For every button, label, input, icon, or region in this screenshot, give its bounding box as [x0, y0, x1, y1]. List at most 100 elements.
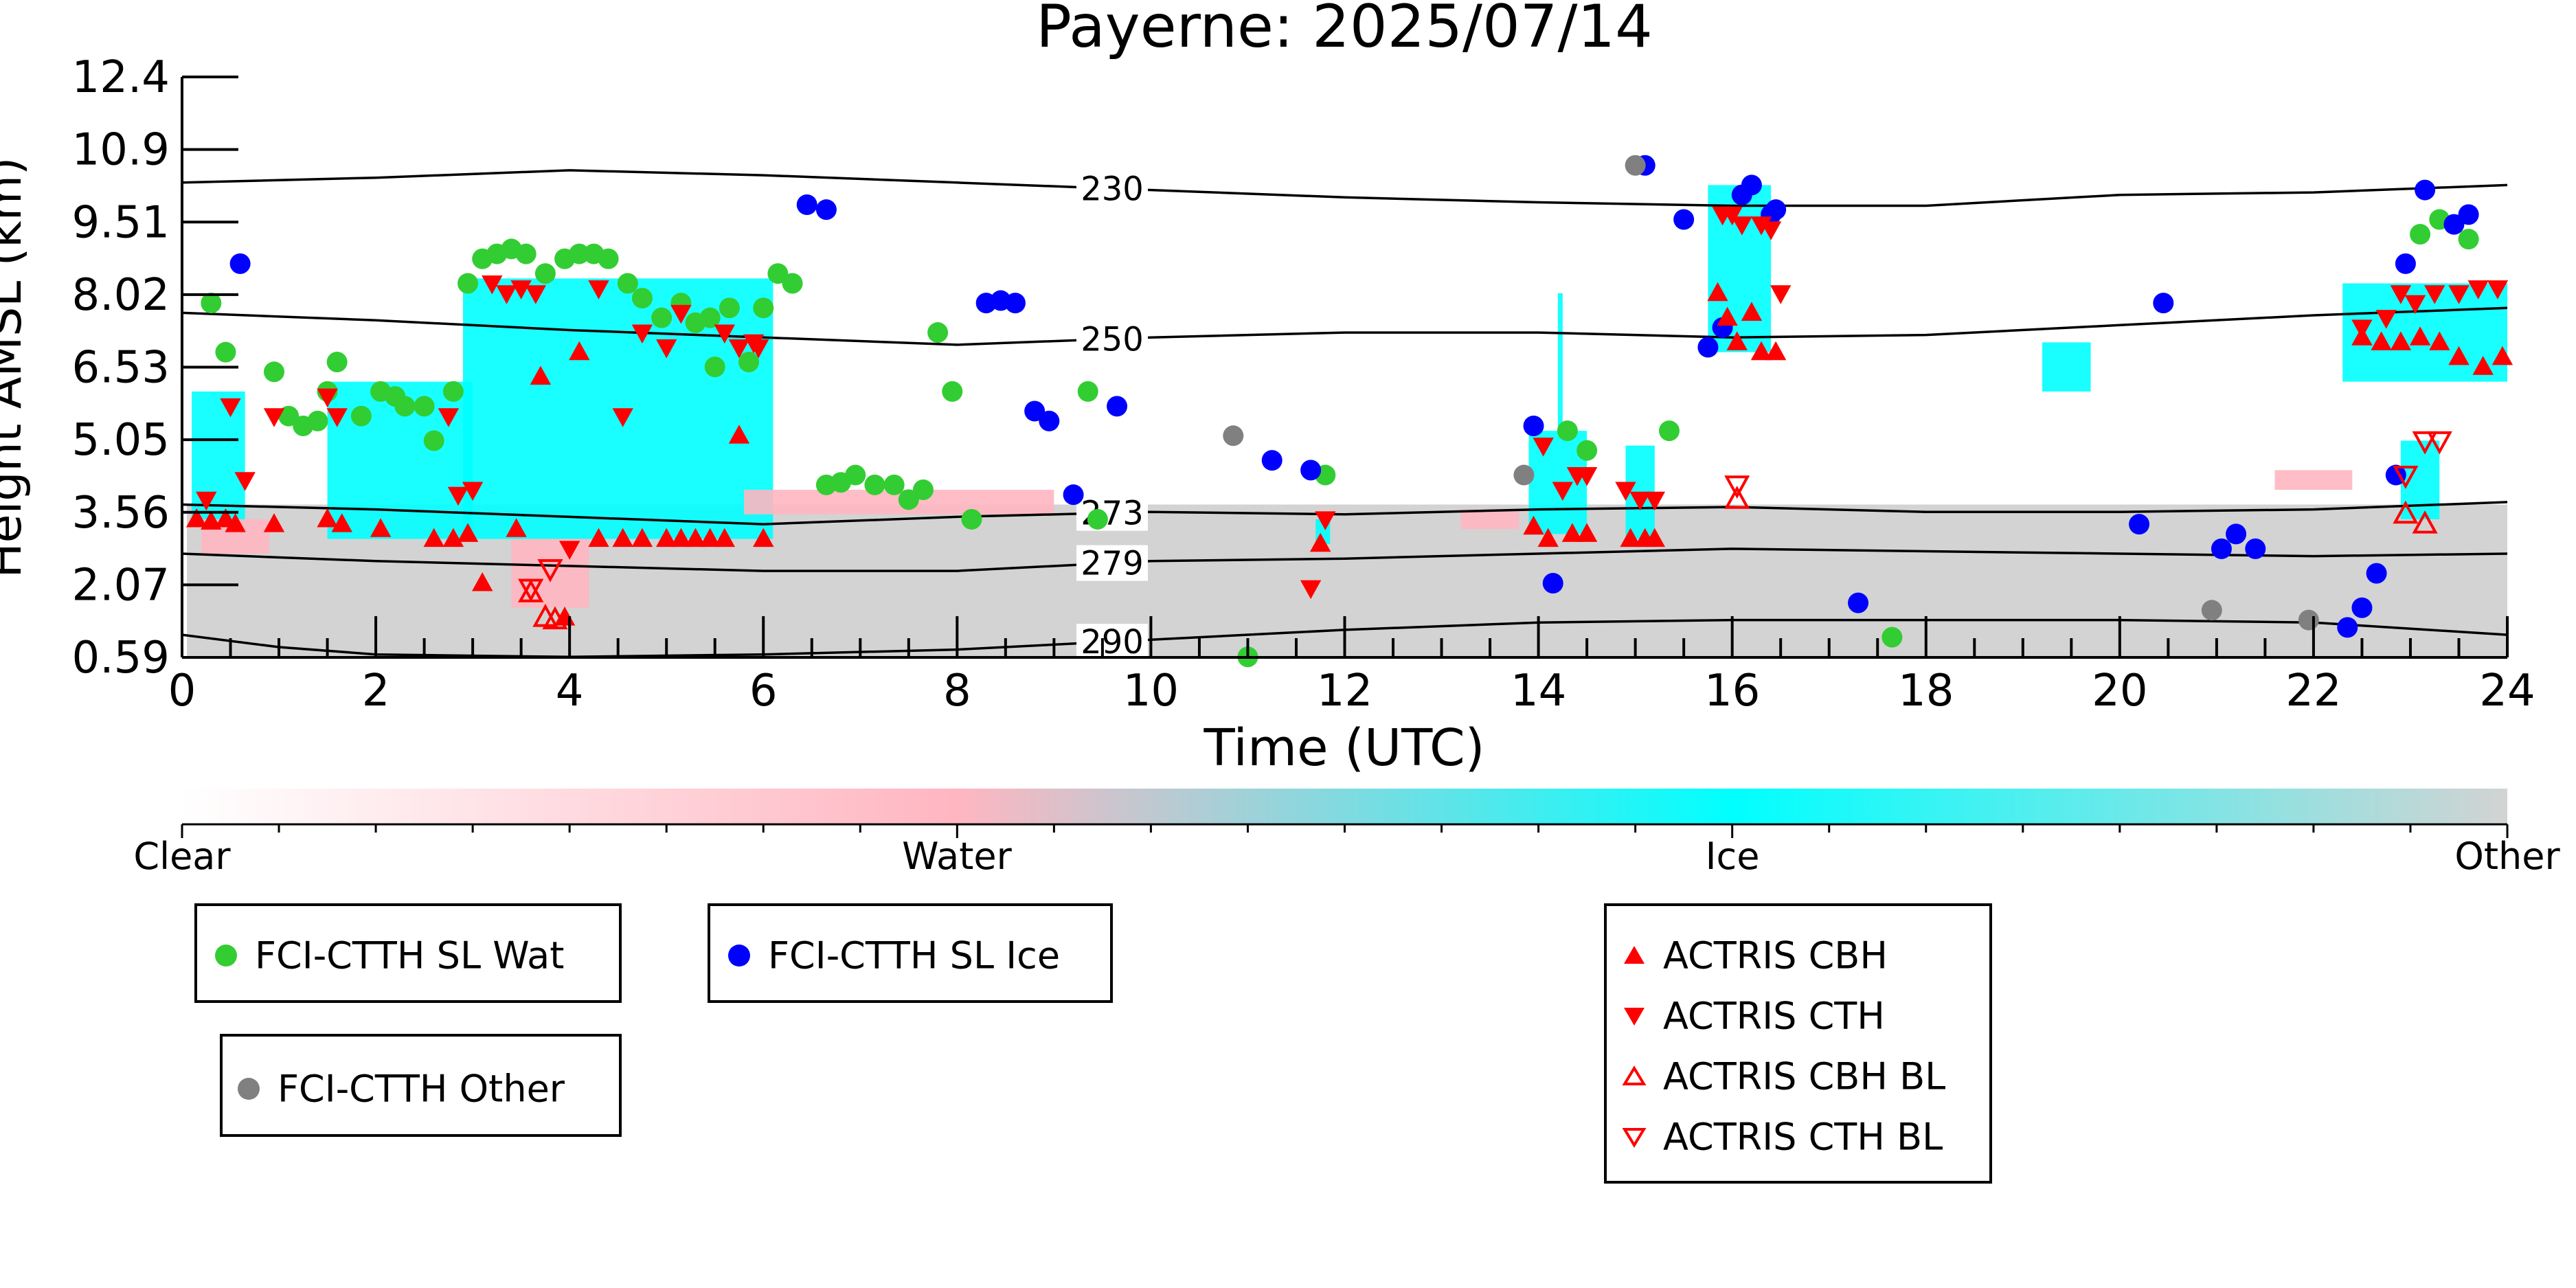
marker-actris-cth — [1533, 438, 1554, 457]
colorbar-label-ice: Ice — [1706, 835, 1760, 878]
marker-fci-ctth-sl-wat — [1557, 420, 1578, 442]
marker-fci-ctth-sl-wat — [883, 474, 905, 495]
isotherm-label-bg — [1076, 624, 1148, 657]
marker-actris-cbh — [656, 528, 677, 547]
marker-actris-cth — [525, 285, 546, 304]
x-tick-label: 20 — [2092, 666, 2147, 716]
marker-fci-ctth-sl-ice — [2366, 563, 2387, 584]
marker-fci-ctth-sl-ice — [796, 194, 817, 216]
marker-fci-ctth-sl-wat — [782, 273, 803, 294]
marker-fci-ctth-sl-wat — [738, 351, 760, 372]
open-triangle-up-icon — [1622, 1065, 1647, 1086]
marker-actris-cbh — [1537, 528, 1559, 547]
x-tick-label: 24 — [2479, 666, 2535, 716]
marker-fci-ctth-sl-ice — [2458, 204, 2479, 225]
classification-block-ice — [192, 391, 245, 519]
marker-actris-cth — [263, 408, 285, 427]
legend-item-actris-cth-bl: ACTRIS CTH BL — [1620, 1116, 1943, 1155]
marker-fci-ctth-sl-ice — [2153, 293, 2174, 314]
marker-actris-cbh — [1561, 523, 1583, 542]
y-tick-label: 8.02 — [72, 270, 170, 321]
marker-fci-ctth-sl-wat — [1077, 381, 1098, 402]
marker-actris-cbh — [263, 513, 285, 532]
x-axis-label: Time (UTC) — [1203, 719, 1484, 778]
marker-fci-ctth-sl-wat — [569, 243, 590, 264]
marker-fci-ctth-sl-ice — [1063, 484, 1084, 506]
marker-fci-ctth-sl-ice — [1107, 396, 1128, 417]
marker-actris-cth — [670, 304, 692, 324]
marker-actris-cbh — [569, 341, 590, 361]
x-tick-label: 12 — [1317, 666, 1372, 716]
marker-fci-ctth-sl-wat — [961, 508, 982, 530]
marker-fci-ctth-sl-ice — [2351, 597, 2373, 618]
marker-actris-cbh — [1310, 532, 1331, 552]
marker-actris-cth — [2404, 295, 2426, 315]
marker-fci-ctth-sl-ice — [1697, 337, 1719, 358]
legend-fci-ice: FCI-CTTH SL Ice — [708, 903, 1113, 1003]
isotherm-line-290 — [182, 618, 2507, 657]
marker-fci-ctth-sl-ice — [815, 199, 837, 221]
marker-actris-cbh — [370, 518, 392, 537]
legend-item-fci-ice: FCI-CTTH SL Ice — [725, 935, 1060, 974]
marker-actris-cth — [656, 339, 677, 359]
marker-actris-cth — [631, 324, 653, 344]
marker-fci-ctth-sl-wat — [617, 273, 638, 294]
legend-label: FCI-CTTH Other — [278, 1067, 565, 1111]
marker-fci-ctth-sl-wat — [927, 322, 949, 343]
marker-actris-cth — [1629, 491, 1651, 511]
colorbar-label-other: Other — [2454, 835, 2560, 878]
marker-fci-ctth-sl-ice — [2415, 179, 2436, 201]
colorbar-label-water: Water — [902, 835, 1012, 878]
marker-fci-ctth-sl-wat — [767, 263, 789, 284]
marker-fci-ctth-sl-wat — [631, 287, 653, 308]
legend-actris: ACTRIS CBH ACTRIS CTH ACTRIS CBH BL ACTR… — [1604, 903, 1992, 1184]
marker-fci-ctth-sl-wat — [1882, 626, 1903, 648]
marker-actris-cth — [728, 339, 750, 359]
marker-actris-cth — [1615, 482, 1636, 501]
marker-actris-cth — [462, 482, 484, 501]
marker-actris-cbh — [2492, 346, 2513, 365]
y-tick-label: 9.51 — [72, 197, 170, 248]
marker-actris-cbh — [2448, 346, 2470, 365]
y-tick-label: 10.9 — [72, 125, 170, 176]
marker-fci-ctth-sl-ice — [1741, 174, 1762, 196]
marker-fci-ctth-sl-wat — [699, 307, 721, 328]
marker-fci-ctth-sl-ice — [1261, 450, 1283, 471]
legend-label: ACTRIS CTH — [1663, 994, 1885, 1038]
marker-actris-cth — [2375, 310, 2397, 329]
marker-fci-ctth-sl-ice — [1765, 199, 1787, 221]
x-tick-label: 18 — [1898, 666, 1954, 716]
marker-actris-cbh-bl — [2393, 500, 2419, 524]
marker-fci-ctth-sl-wat — [423, 430, 444, 451]
legend-label: FCI-CTTH SL Ice — [768, 934, 1061, 978]
marker-fci-ctth-sl-wat — [1087, 508, 1108, 530]
marker-actris-cbh — [317, 508, 338, 528]
marker-actris-cth — [447, 486, 469, 506]
classification-block-water — [1460, 509, 1519, 530]
marker-fci-ctth-sl-wat — [215, 341, 236, 363]
marker-actris-cbh — [1620, 528, 1641, 547]
marker-actris-cbh — [1576, 523, 1598, 542]
marker-actris-cbh — [753, 528, 774, 547]
marker-actris-cbh — [2409, 326, 2431, 346]
marker-actris-cbh — [670, 528, 692, 547]
isotherm-line-279 — [182, 547, 2507, 572]
marker-actris-cbh — [442, 528, 464, 547]
colorbar-label-clear: Clear — [133, 835, 231, 878]
classification-block-water — [2274, 470, 2353, 490]
legend-item-actris-cbh: ACTRIS CBH — [1620, 935, 1888, 974]
marker-actris-cth — [1760, 221, 1782, 240]
isotherm-label-230: 230 — [1081, 170, 1144, 208]
chart-title: Payerne: 2025/07/14 — [1036, 0, 1653, 61]
marker-actris-cth — [1731, 216, 1752, 236]
y-tick-label: 0.59 — [72, 633, 170, 683]
marker-fci-ctth-sl-ice — [1542, 572, 1563, 594]
marker-fci-ctth-sl-wat — [534, 263, 556, 284]
marker-actris-cbh — [714, 528, 735, 547]
marker-fci-ctth-sl-wat — [651, 307, 673, 328]
marker-fci-ctth-sl-ice — [1024, 400, 1046, 422]
marker-actris-cth — [326, 408, 348, 427]
y-tick-label: 5.05 — [72, 415, 170, 466]
marker-fci-ctth-sl-wat — [753, 297, 774, 319]
marker-fci-ctth-sl-wat — [912, 479, 934, 501]
